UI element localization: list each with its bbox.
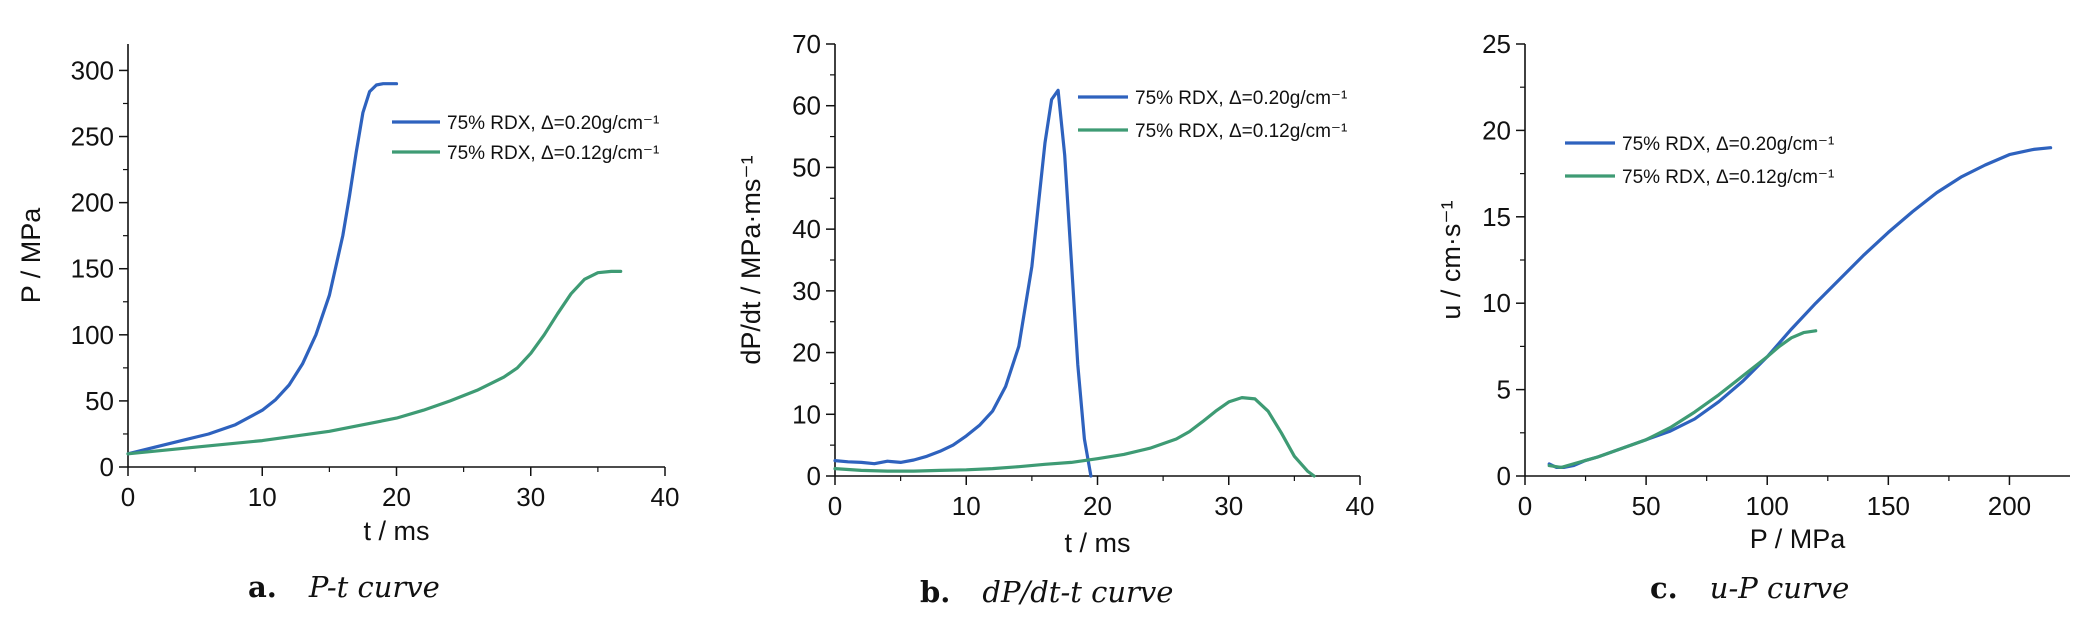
x-tick-label: 200 — [1988, 491, 2031, 521]
x-axis-label: t / ms — [364, 516, 430, 546]
x-tick-label: 0 — [121, 482, 135, 512]
y-tick-label: 50 — [792, 152, 821, 182]
series-line-1 — [1547, 146, 2053, 469]
y-tick-label: 200 — [71, 188, 114, 218]
x-tick-label: 30 — [1214, 491, 1243, 521]
y-tick-label: 40 — [792, 214, 821, 244]
x-axis-label: t / ms — [1065, 528, 1131, 558]
x-tick-label: 100 — [1746, 491, 1789, 521]
y-tick-label: 60 — [792, 91, 821, 121]
y-tick-label: 50 — [85, 386, 114, 416]
series-line-2 — [1547, 329, 1818, 469]
caption-tag: a. — [248, 570, 277, 604]
y-tick-label: 150 — [71, 254, 114, 284]
y-tick-label: 70 — [792, 29, 821, 59]
caption-tag: c. — [1650, 571, 1678, 605]
x-tick-label: 10 — [952, 491, 981, 521]
legend: 75% RDX, Δ=0.20g/cm⁻¹ 75% RDX, Δ=0.12g/cm… — [1078, 88, 1347, 142]
y-tick-label: 20 — [1482, 115, 1511, 145]
panel-caption-2: b. dP/dt-t curve — [920, 575, 1173, 609]
x-tick-label: 40 — [651, 482, 680, 512]
x-tick-label: 20 — [1083, 491, 1112, 521]
legend: 75% RDX, Δ=0.20g/cm⁻¹ 75% RDX, Δ=0.12g/cm… — [1565, 134, 1834, 188]
y-tick-label: 15 — [1482, 202, 1511, 232]
y-tick-label: 25 — [1482, 29, 1511, 59]
legend-label-2: 75% RDX, Δ=0.12g/cm⁻¹ — [447, 143, 659, 164]
panel-caption-1: a. P-t curve — [248, 570, 440, 604]
series-line-1 — [126, 82, 399, 456]
chart-panel-2: 0 10 20 30 40 0 10 20 30 40 50 60 70 t / ms dP/dt / MP… — [736, 29, 1374, 558]
legend-label-1: 75% RDX, Δ=0.20g/cm⁻¹ — [1135, 88, 1347, 109]
y-tick-label: 250 — [71, 122, 114, 152]
series-line-2 — [126, 269, 623, 456]
x-tick-label: 50 — [1632, 491, 1661, 521]
y-tick-label: 5 — [1497, 375, 1511, 405]
x-tick-label: 20 — [382, 482, 411, 512]
x-tick-label: 30 — [516, 482, 545, 512]
y-tick-label: 10 — [792, 399, 821, 429]
caption-tag: b. — [920, 575, 950, 609]
panel-caption-3: c. u-P curve — [1650, 571, 1849, 605]
caption-text: P-t curve — [308, 570, 440, 604]
chart-panel-1: 0 10 20 30 40 0 50 100 150 200 250 300 t / ms P / MPa… — [16, 44, 679, 546]
caption-text: dP/dt-t curve — [982, 575, 1173, 609]
y-tick-label: 300 — [71, 55, 114, 85]
y-tick-label: 10 — [1482, 288, 1511, 318]
y-axis-label: dP/dt / MPa·ms⁻¹ — [736, 155, 766, 364]
y-tick-label: 0 — [807, 461, 821, 491]
y-tick-label: 30 — [792, 276, 821, 306]
x-axis-label: P / MPa — [1750, 524, 1847, 554]
y-axis-label: u / cm·s⁻¹ — [1436, 200, 1466, 319]
series-line-1 — [833, 88, 1093, 478]
y-tick-label: 0 — [100, 452, 114, 482]
x-tick-label: 0 — [1518, 491, 1532, 521]
legend: 75% RDX, Δ=0.20g/cm⁻¹ 75% RDX, Δ=0.12g/cm… — [392, 113, 659, 164]
x-tick-label: 0 — [828, 491, 842, 521]
y-tick-label: 100 — [71, 320, 114, 350]
chart-panel-3: 0 50 100 150 200 0 5 10 15 20 25 P / MPa u / cm·s⁻¹ 7… — [1436, 29, 2070, 554]
y-tick-label: 0 — [1497, 461, 1511, 491]
legend-label-2: 75% RDX, Δ=0.12g/cm⁻¹ — [1135, 121, 1347, 142]
x-tick-label: 10 — [248, 482, 277, 512]
x-tick-label: 150 — [1867, 491, 1910, 521]
series-line-2 — [833, 396, 1316, 478]
legend-label-1: 75% RDX, Δ=0.20g/cm⁻¹ — [1622, 134, 1834, 155]
x-tick-label: 40 — [1346, 491, 1375, 521]
caption-text: u-P curve — [1710, 571, 1850, 605]
legend-label-1: 75% RDX, Δ=0.20g/cm⁻¹ — [447, 113, 659, 134]
y-tick-label: 20 — [792, 338, 821, 368]
legend-label-2: 75% RDX, Δ=0.12g/cm⁻¹ — [1622, 167, 1834, 188]
y-axis-label: P / MPa — [16, 207, 46, 304]
